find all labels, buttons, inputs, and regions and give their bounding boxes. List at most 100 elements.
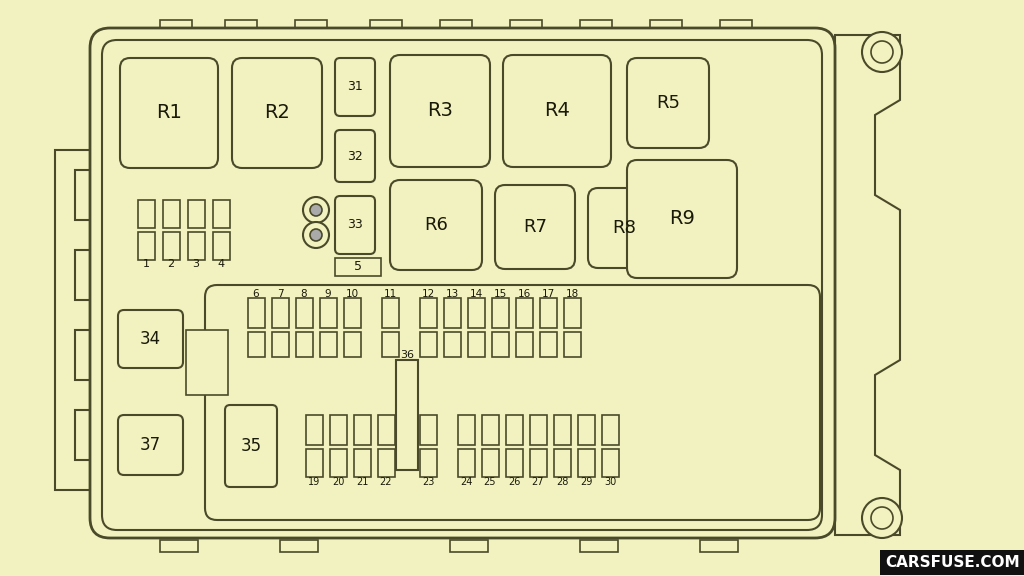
Text: 9: 9 <box>325 289 332 299</box>
FancyBboxPatch shape <box>495 185 575 269</box>
FancyBboxPatch shape <box>335 58 375 116</box>
FancyBboxPatch shape <box>102 40 822 530</box>
Bar <box>482 415 499 445</box>
FancyBboxPatch shape <box>118 415 183 475</box>
Bar <box>160 20 193 38</box>
Bar <box>554 415 571 445</box>
Text: 5: 5 <box>354 260 362 274</box>
Bar <box>378 415 395 445</box>
Text: 6: 6 <box>253 289 259 299</box>
Bar <box>482 449 499 477</box>
Bar <box>213 200 230 228</box>
Bar <box>330 449 347 477</box>
Text: 11: 11 <box>383 289 396 299</box>
Bar <box>296 332 313 357</box>
FancyBboxPatch shape <box>118 310 183 368</box>
Bar <box>580 20 612 38</box>
Text: R1: R1 <box>156 104 182 123</box>
Bar <box>510 20 542 38</box>
Text: 26: 26 <box>508 477 520 487</box>
Text: R8: R8 <box>612 219 636 237</box>
Text: R6: R6 <box>424 216 447 234</box>
Bar <box>335 258 381 276</box>
Circle shape <box>310 204 322 216</box>
Text: 3: 3 <box>193 259 200 269</box>
Text: 25: 25 <box>483 477 497 487</box>
Text: 2: 2 <box>168 259 174 269</box>
Bar <box>160 540 198 552</box>
Text: 16: 16 <box>517 289 530 299</box>
FancyBboxPatch shape <box>627 160 737 278</box>
Text: 27: 27 <box>531 477 544 487</box>
FancyBboxPatch shape <box>120 58 218 168</box>
Bar <box>564 332 581 357</box>
Text: 30: 30 <box>604 477 616 487</box>
Bar <box>458 415 475 445</box>
FancyBboxPatch shape <box>390 180 482 270</box>
Bar <box>280 540 318 552</box>
Text: 34: 34 <box>139 330 161 348</box>
Text: 8: 8 <box>301 289 307 299</box>
Bar <box>540 298 557 328</box>
Bar <box>530 449 547 477</box>
Bar <box>420 415 437 445</box>
Bar <box>138 200 155 228</box>
Circle shape <box>862 498 902 538</box>
Text: 1: 1 <box>142 259 150 269</box>
FancyBboxPatch shape <box>588 188 660 268</box>
Text: 32: 32 <box>347 150 362 162</box>
Bar <box>468 332 485 357</box>
Circle shape <box>303 222 329 248</box>
Bar <box>492 298 509 328</box>
FancyBboxPatch shape <box>335 196 375 254</box>
Circle shape <box>871 507 893 529</box>
Text: R5: R5 <box>656 94 680 112</box>
Bar <box>186 330 228 395</box>
Bar <box>468 298 485 328</box>
Bar <box>188 200 205 228</box>
Bar <box>138 232 155 260</box>
Bar <box>602 449 618 477</box>
FancyBboxPatch shape <box>503 55 611 167</box>
Text: R2: R2 <box>264 104 290 123</box>
Text: 29: 29 <box>580 477 592 487</box>
Bar <box>378 449 395 477</box>
Bar <box>188 232 205 260</box>
FancyBboxPatch shape <box>390 55 490 167</box>
Text: 18: 18 <box>565 289 579 299</box>
Text: 35: 35 <box>241 437 261 455</box>
Text: 24: 24 <box>460 477 472 487</box>
Text: 7: 7 <box>276 289 284 299</box>
Bar <box>516 298 534 328</box>
Bar <box>319 332 337 357</box>
Bar <box>440 20 472 38</box>
Text: 15: 15 <box>494 289 507 299</box>
Bar <box>554 449 571 477</box>
Text: 28: 28 <box>556 477 568 487</box>
FancyBboxPatch shape <box>335 130 375 182</box>
Bar <box>330 415 347 445</box>
Bar <box>396 360 418 470</box>
Text: 10: 10 <box>345 289 358 299</box>
Text: 31: 31 <box>347 81 362 93</box>
FancyBboxPatch shape <box>225 405 278 487</box>
Bar <box>344 332 361 357</box>
Text: 36: 36 <box>400 350 414 360</box>
Bar <box>163 200 180 228</box>
Bar <box>163 232 180 260</box>
Bar <box>720 20 752 38</box>
Bar <box>296 298 313 328</box>
FancyBboxPatch shape <box>627 58 709 148</box>
Text: 37: 37 <box>139 436 161 454</box>
Bar <box>295 20 327 38</box>
Bar <box>420 449 437 477</box>
Text: 14: 14 <box>469 289 482 299</box>
Circle shape <box>871 41 893 63</box>
Text: 13: 13 <box>445 289 459 299</box>
Bar <box>700 540 738 552</box>
Text: 23: 23 <box>422 477 434 487</box>
Bar <box>420 332 437 357</box>
Bar <box>564 298 581 328</box>
Bar <box>382 298 399 328</box>
Bar <box>450 540 488 552</box>
